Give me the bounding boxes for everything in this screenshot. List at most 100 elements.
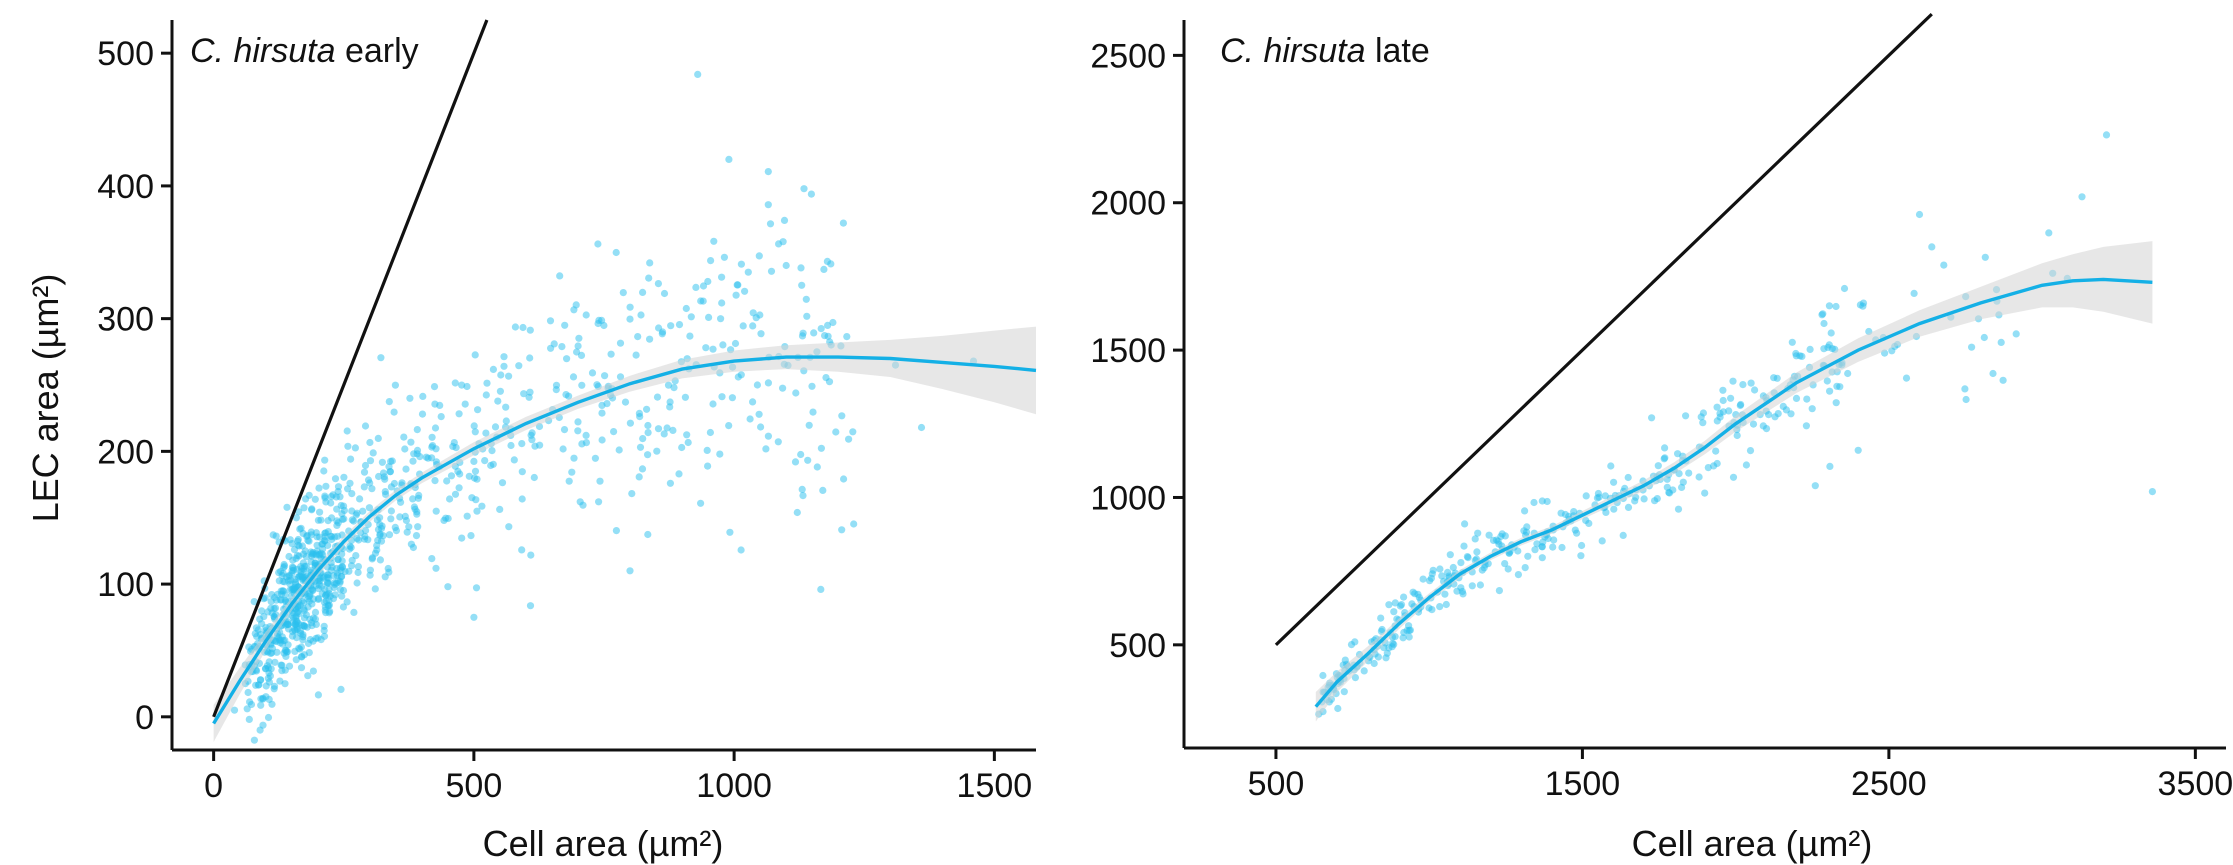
data-point — [369, 449, 377, 457]
data-point — [471, 467, 480, 475]
data-point — [1661, 454, 1669, 462]
data-point — [526, 388, 534, 396]
data-point — [256, 676, 265, 684]
data-point — [373, 516, 381, 524]
data-point — [344, 442, 352, 450]
data-point — [303, 532, 311, 541]
data-point — [1504, 565, 1512, 573]
data-point — [615, 446, 623, 454]
data-point — [1825, 302, 1833, 310]
data-point — [1578, 541, 1586, 550]
data-point — [1819, 310, 1827, 318]
data-point — [762, 445, 770, 453]
data-point — [574, 418, 582, 426]
data-point — [471, 351, 479, 359]
data-point — [365, 504, 373, 512]
data-point — [1419, 575, 1427, 583]
confidence-band — [1315, 241, 2153, 722]
data-point — [530, 473, 538, 482]
data-point — [347, 455, 355, 463]
data-point — [1347, 641, 1356, 649]
data-point — [1514, 547, 1522, 555]
data-point — [1476, 581, 1484, 589]
data-point — [269, 531, 277, 539]
data-point — [322, 592, 330, 600]
data-point — [323, 571, 331, 579]
data-point — [1712, 447, 1720, 455]
y-tick-label: 0 — [135, 699, 154, 737]
data-point — [412, 532, 421, 540]
identity-line — [1274, 12, 1933, 646]
data-point — [338, 592, 346, 600]
data-point — [596, 477, 604, 485]
data-point — [720, 253, 729, 261]
data-point — [403, 528, 411, 536]
x-tick-label: 2500 — [1851, 765, 1927, 803]
data-point — [704, 462, 712, 470]
data-point — [334, 519, 342, 527]
y-tick-label: 500 — [97, 35, 154, 73]
data-point — [1492, 536, 1501, 544]
data-point — [470, 457, 478, 465]
data-point — [598, 436, 606, 444]
data-point — [390, 479, 398, 488]
data-point — [1962, 395, 1970, 404]
data-point — [1840, 284, 1849, 293]
data-point — [635, 473, 643, 481]
confidence-band — [213, 326, 1037, 742]
data-point — [660, 430, 668, 438]
data-point — [1460, 542, 1468, 550]
data-point — [840, 475, 848, 483]
data-point — [345, 545, 354, 553]
data-point — [1473, 548, 1481, 556]
data-point — [1549, 543, 1557, 551]
data-point — [451, 490, 460, 498]
data-point — [296, 601, 304, 609]
data-point — [653, 393, 662, 401]
data-point — [1747, 379, 1755, 387]
data-point — [655, 324, 663, 332]
data-point — [319, 551, 327, 559]
data-point — [1471, 535, 1479, 543]
data-point — [300, 622, 308, 630]
data-point — [626, 567, 634, 575]
data-point — [686, 332, 694, 340]
data-point — [346, 479, 354, 487]
data-point — [757, 423, 765, 431]
data-point — [1729, 473, 1738, 481]
data-point — [515, 362, 523, 370]
data-point — [550, 340, 558, 348]
data-point — [340, 502, 348, 510]
data-point — [505, 372, 513, 380]
data-point — [377, 354, 385, 362]
data-point — [737, 260, 746, 268]
data-point — [281, 636, 289, 645]
data-point — [1770, 374, 1778, 382]
data-point — [1844, 369, 1852, 378]
data-point — [1522, 528, 1531, 536]
data-point — [396, 513, 404, 521]
data-point — [734, 373, 742, 381]
data-point — [610, 428, 618, 436]
data-point — [845, 435, 853, 443]
data-point — [707, 257, 715, 265]
data-point — [779, 384, 787, 392]
title-rest-early: early — [336, 32, 419, 70]
data-point — [296, 525, 304, 533]
data-point — [757, 330, 765, 338]
data-point — [766, 220, 775, 228]
data-point — [1593, 494, 1601, 502]
data-point — [311, 608, 320, 617]
data-point — [340, 515, 348, 523]
data-point — [230, 706, 239, 714]
data-point — [546, 317, 555, 325]
data-point — [414, 523, 422, 531]
data-point — [502, 417, 510, 425]
data-point — [1792, 394, 1801, 402]
data-point — [1550, 536, 1558, 544]
data-point — [265, 695, 273, 704]
data-point — [598, 409, 606, 417]
data-point — [792, 389, 800, 397]
data-point — [518, 440, 526, 448]
data-point — [1436, 565, 1444, 573]
